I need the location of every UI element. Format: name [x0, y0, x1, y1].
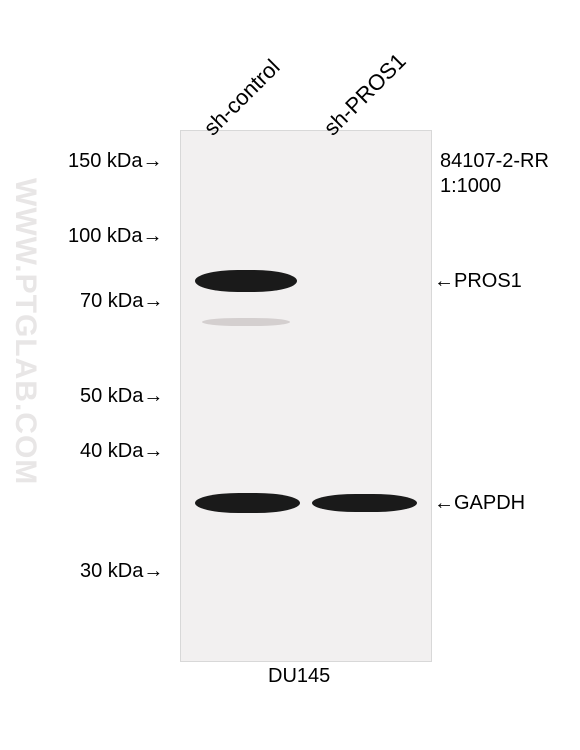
arrow-icon: →	[143, 225, 163, 248]
antibody-label: 84107-2-RR	[440, 150, 549, 173]
mw-150: 150 kDa→	[68, 150, 143, 173]
band-pros1-control	[195, 270, 297, 292]
band-faint-control	[202, 318, 290, 326]
blot-membrane	[180, 130, 432, 662]
figure-container: WWW.PTGLAB.COM sh-control sh-PROS1 150 k…	[0, 0, 580, 750]
lane-label-sh-control: sh-control	[199, 54, 286, 141]
band-gapdh-control	[195, 493, 300, 513]
mw-40-text: 40 kDa	[80, 440, 143, 462]
cell-line-label: DU145	[268, 665, 330, 688]
pros1-text: PROS1	[454, 270, 522, 292]
arrow-icon: →	[143, 560, 163, 583]
pros1-label: ←PROS1	[434, 270, 522, 293]
mw-50: 50 kDa→	[80, 385, 143, 408]
watermark-text: WWW.PTGLAB.COM	[6, 178, 45, 485]
arrow-icon: →	[143, 290, 163, 313]
arrow-icon: →	[143, 440, 163, 463]
arrow-icon: →	[143, 385, 163, 408]
band-gapdh-kd	[312, 494, 417, 512]
lane-label-sh-pros1: sh-PROS1	[319, 48, 412, 141]
gapdh-text: GAPDH	[454, 492, 525, 514]
dilution-label: 1:1000	[440, 175, 501, 198]
mw-70: 70 kDa→	[80, 290, 143, 313]
mw-50-text: 50 kDa	[80, 385, 143, 407]
mw-100: 100 kDa→	[68, 225, 143, 248]
mw-40: 40 kDa→	[80, 440, 143, 463]
arrow-left-icon: ←	[434, 492, 454, 514]
gapdh-label: ←GAPDH	[434, 492, 525, 515]
mw-70-text: 70 kDa	[80, 290, 143, 312]
arrow-icon: →	[143, 150, 163, 173]
mw-100-text: 100 kDa	[68, 225, 143, 247]
mw-30-text: 30 kDa	[80, 560, 143, 582]
arrow-left-icon: ←	[434, 270, 454, 292]
mw-30: 30 kDa→	[80, 560, 143, 583]
mw-150-text: 150 kDa	[68, 150, 143, 172]
